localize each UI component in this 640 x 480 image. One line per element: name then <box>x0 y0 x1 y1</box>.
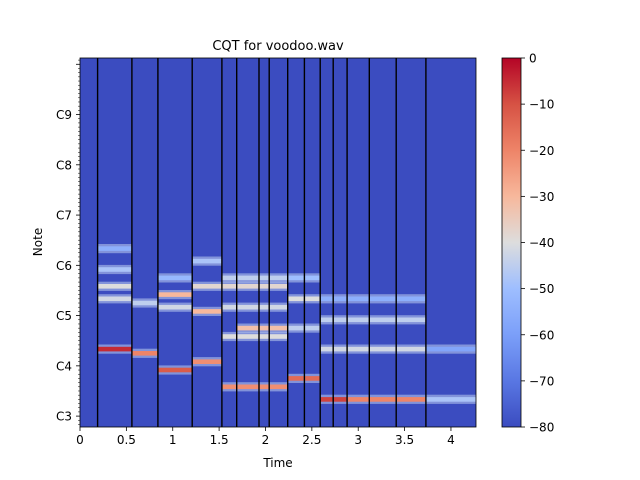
colorbar-tick-label: −70 <box>529 374 554 388</box>
colorbar-tick-label: −50 <box>529 282 554 296</box>
colorbar: 0 −10 −20 −30 −40 −50 −60 −70 −80 <box>501 52 554 435</box>
y-tick-label: C9 <box>56 108 72 122</box>
colorbar-tick-label: 0 <box>529 52 537 66</box>
note-band <box>221 334 288 339</box>
note-band <box>221 384 288 390</box>
colorbar-tick-label: −10 <box>529 98 554 112</box>
heatmap-background <box>80 58 476 427</box>
colorbar-gradient <box>501 57 522 428</box>
note-band <box>131 300 158 306</box>
onset-lines <box>96 58 427 427</box>
note-band <box>97 246 132 251</box>
note-band <box>97 284 132 289</box>
note-band <box>157 367 193 373</box>
note-band <box>320 346 426 352</box>
chart-title: CQT for voodoo.wav <box>212 39 344 54</box>
plot-frame <box>79 57 477 428</box>
y-tick-label: C7 <box>56 209 72 223</box>
plot-area <box>80 58 476 427</box>
colorbar-tick-label: −40 <box>529 236 554 250</box>
note-band <box>97 296 132 302</box>
note-band <box>320 317 426 323</box>
y-axis: C3 C4 C5 C6 C7 C8 C9 <box>56 59 80 425</box>
x-tick-label: 0 <box>76 433 84 447</box>
note-band <box>236 325 288 331</box>
note-band <box>425 346 476 352</box>
x-tick-label: 3.5 <box>395 433 414 447</box>
y-tick-label: C4 <box>56 359 72 373</box>
note-band <box>97 346 132 352</box>
note-band <box>157 275 193 281</box>
x-tick-label: 3 <box>354 433 362 447</box>
note-band <box>192 309 222 314</box>
x-axis: 0 0.5 1 1.5 2 2.5 3 3.5 4 <box>76 427 455 447</box>
y-tick-label: C3 <box>56 410 72 424</box>
note-band <box>97 267 132 272</box>
x-tick-label: 2 <box>262 433 270 447</box>
y-axis-label: Note <box>31 228 45 256</box>
x-tick-label: 2.5 <box>302 433 321 447</box>
note-band <box>347 397 426 402</box>
note-band <box>221 304 288 310</box>
note-band <box>425 397 476 402</box>
note-band <box>320 296 426 302</box>
note-band <box>192 284 222 289</box>
x-axis-label: Time <box>262 456 292 470</box>
y-tick-label: C8 <box>56 158 72 172</box>
note-band <box>192 258 222 264</box>
colorbar-tick-label: −30 <box>529 190 554 204</box>
note-band <box>221 284 288 289</box>
note-band <box>157 304 193 310</box>
y-tick-label: C5 <box>56 309 72 323</box>
y-tick-label: C6 <box>56 259 72 273</box>
note-band <box>157 292 193 297</box>
note-band <box>221 275 288 281</box>
note-band <box>192 359 222 364</box>
colorbar-tick-label: −20 <box>529 144 554 158</box>
colorbar-ticks: 0 −10 −20 −30 −40 −50 −60 −70 −80 <box>521 52 554 435</box>
note-band <box>131 351 158 356</box>
x-tick-label: 4 <box>447 433 455 447</box>
x-tick-label: 1.5 <box>210 433 229 447</box>
colorbar-tick-label: −60 <box>529 328 554 342</box>
colorbar-tick-label: −80 <box>529 421 554 435</box>
x-tick-label: 0.5 <box>117 433 136 447</box>
x-tick-label: 1 <box>169 433 177 447</box>
